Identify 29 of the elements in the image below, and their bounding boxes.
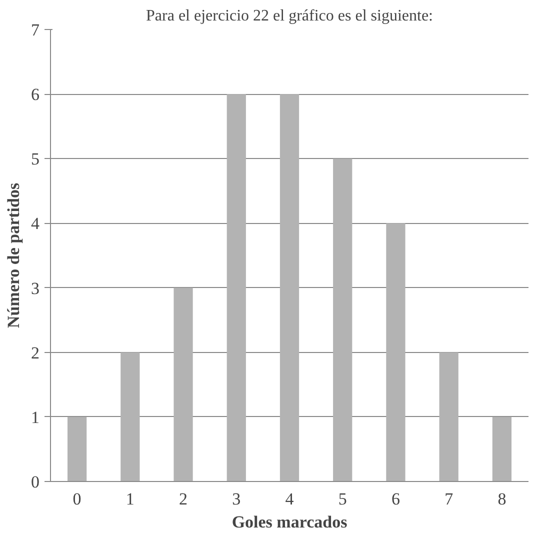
bar bbox=[333, 158, 352, 482]
x-tick-label: 2 bbox=[179, 490, 188, 508]
x-tick-label: 1 bbox=[126, 490, 134, 508]
bar bbox=[120, 352, 140, 482]
bar bbox=[439, 352, 458, 482]
bar bbox=[67, 416, 87, 482]
y-tick-label: 0 bbox=[31, 472, 40, 492]
x-tick-label: 7 bbox=[444, 490, 454, 508]
x-tick-label: 8 bbox=[498, 490, 506, 508]
bar bbox=[492, 416, 512, 482]
y-tick-label: 2 bbox=[31, 343, 40, 362]
y-tick-label: 7 bbox=[31, 20, 40, 40]
x-tick-label: 5 bbox=[338, 490, 347, 508]
bar bbox=[226, 94, 246, 482]
chart-title: Para el ejercicio 22 el gráfico es el siguiente: bbox=[146, 8, 433, 24]
x-tick-label: 4 bbox=[285, 490, 294, 508]
y-tick-label: 5 bbox=[31, 150, 40, 169]
x-tick-label: 3 bbox=[232, 490, 241, 508]
x-tick-label: 6 bbox=[391, 490, 400, 508]
y-tick-label: 3 bbox=[31, 278, 40, 298]
x-axis-title: Goles marcados bbox=[232, 512, 348, 532]
y-axis-title: Número de partidos bbox=[4, 182, 23, 328]
bar bbox=[174, 288, 193, 482]
bar bbox=[280, 94, 300, 482]
y-tick-label: 6 bbox=[31, 85, 40, 104]
y-tick-label: 4 bbox=[31, 214, 40, 234]
bar bbox=[386, 223, 406, 482]
x-tick-label: 0 bbox=[72, 490, 82, 508]
y-tick-label: 1 bbox=[31, 408, 40, 427]
